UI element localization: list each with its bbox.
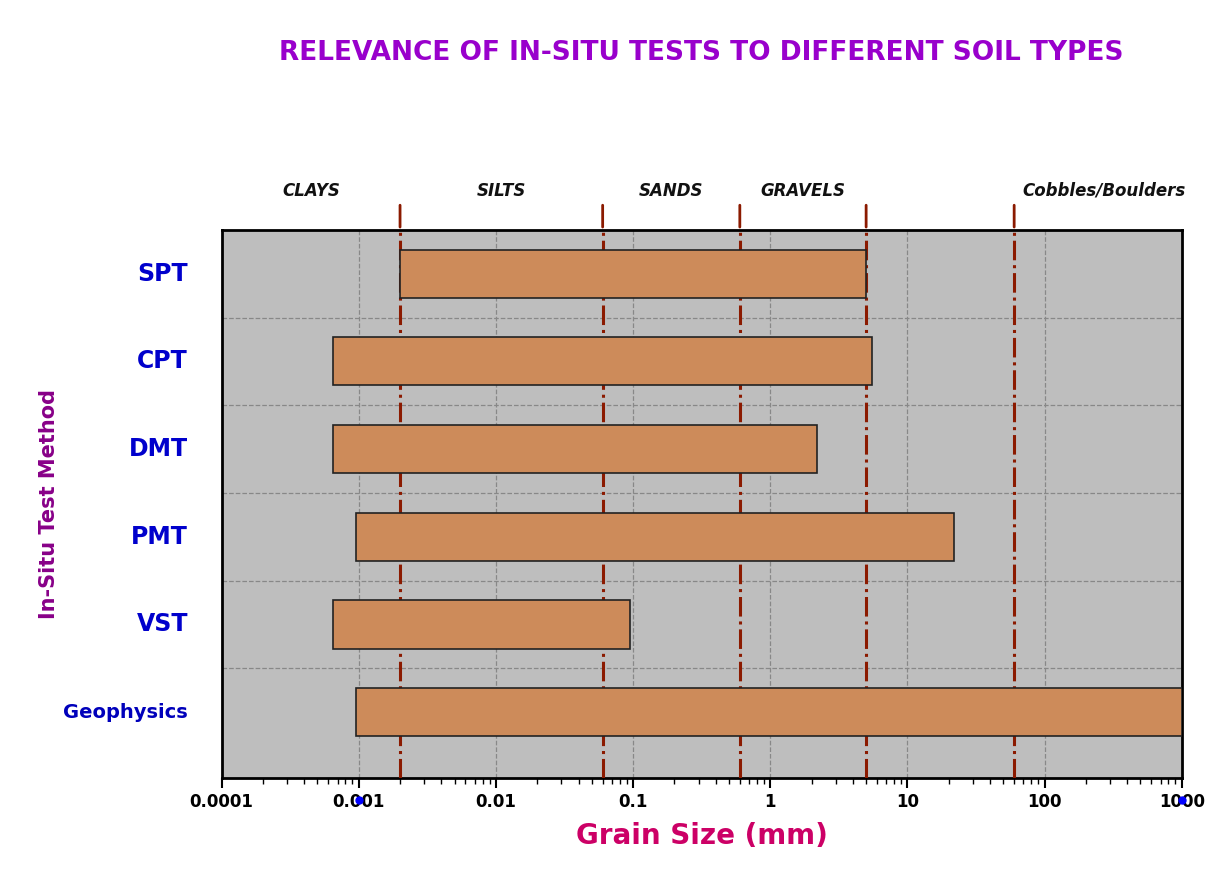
X-axis label: Grain Size (mm): Grain Size (mm) xyxy=(576,821,827,850)
Bar xyxy=(334,600,630,649)
Bar xyxy=(334,338,872,385)
Text: DMT: DMT xyxy=(129,437,188,461)
Text: PMT: PMT xyxy=(130,525,188,549)
Text: SPT: SPT xyxy=(138,262,188,286)
Text: CLAYS: CLAYS xyxy=(282,182,340,200)
Text: GRAVELS: GRAVELS xyxy=(761,182,846,200)
Text: SANDS: SANDS xyxy=(639,182,704,200)
Text: VST: VST xyxy=(137,613,188,636)
Text: CPT: CPT xyxy=(137,349,188,373)
Text: SILTS: SILTS xyxy=(476,182,527,200)
Bar xyxy=(356,688,1182,736)
Text: RELEVANCE OF IN-SITU TESTS TO DIFFERENT SOIL TYPES: RELEVANCE OF IN-SITU TESTS TO DIFFERENT … xyxy=(279,40,1124,65)
Bar xyxy=(400,249,867,298)
Text: In-Situ Test Method: In-Situ Test Method xyxy=(39,389,59,619)
Text: Cobbles/Boulders: Cobbles/Boulders xyxy=(1022,182,1185,200)
Text: Geophysics: Geophysics xyxy=(63,703,188,721)
Bar xyxy=(334,425,817,473)
Bar xyxy=(356,513,954,560)
